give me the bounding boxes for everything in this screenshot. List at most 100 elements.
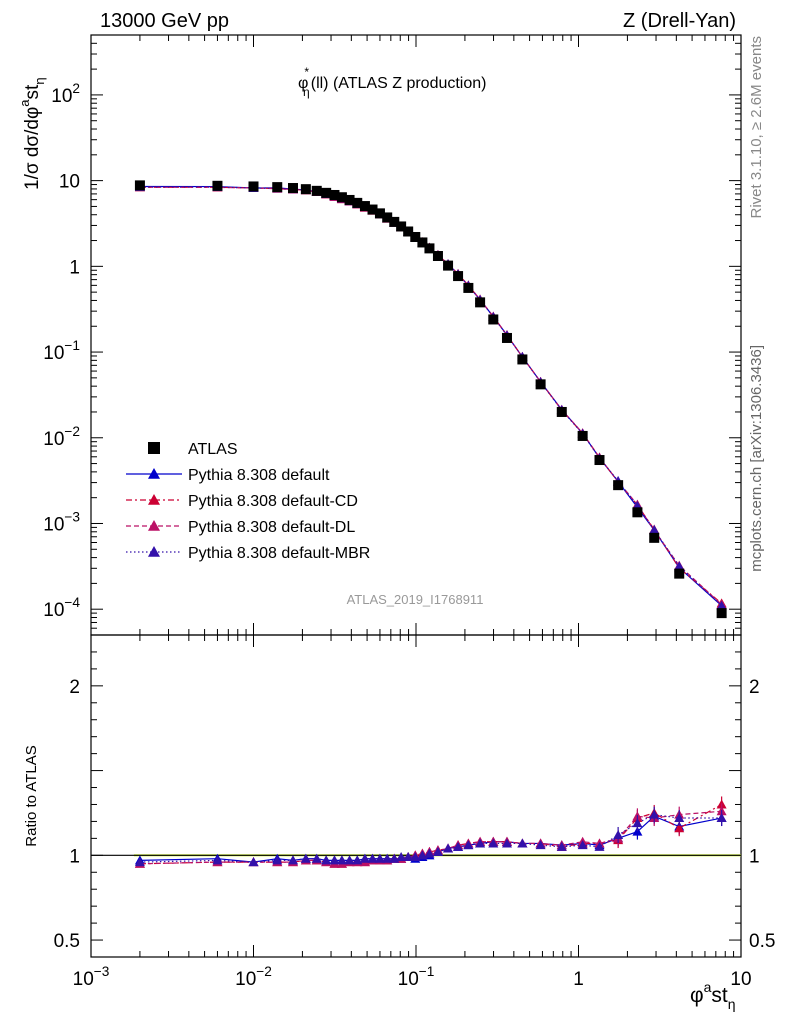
title-rest: (ll) (ATLAS Z production) [311,75,487,92]
atlas-data-point [488,314,499,325]
atlas-data-point [417,237,428,248]
ratio-marker-3 [374,853,385,863]
ratio-marker-3 [321,855,332,865]
ratio-marker-3 [432,846,443,856]
x-tick-label: 10 [730,969,751,990]
ratio-marker-3 [212,855,223,865]
ratio-marker-3 [475,838,486,848]
header-left: 13000 GeV pp [100,10,229,32]
y-tick-label: 10−3 [43,509,80,535]
ratio-marker-3 [403,852,414,862]
legend-marker-atlas [148,442,160,454]
ratio-marker-3 [488,838,499,848]
atlas-data-point [424,243,435,254]
atlas-data-point [212,180,223,191]
ratio-marker-3 [329,855,340,865]
atlas-data-point [410,231,421,242]
ratio-tick-label-right: 2 [749,677,760,698]
ratio-marker-3 [367,853,378,863]
atlas-data-point [613,480,624,491]
ratio-marker-3 [613,829,624,839]
ratio-marker-3 [649,809,660,819]
x-tick-label: 10−1 [398,964,435,990]
atlas-data-point [396,221,407,232]
x-tick-label: 1 [573,969,584,990]
ratio-tick-label-left: 1 [69,846,80,867]
atlas-data-point [300,184,311,195]
ratio-marker-3 [272,855,283,865]
atlas-data-point [389,216,400,227]
rivet-label: Rivet 3.1.10, ≥ 2.6M events [748,36,765,219]
ratio-y-axis-label: Ratio to ATLAS [23,745,40,846]
ratio-marker-3 [287,855,298,865]
atlas-data-point [649,532,660,543]
atlas-data-point [272,182,283,193]
ratio-panel-frame [90,634,742,958]
y-tick-label: 10−2 [43,424,80,450]
y-tick-label: 102 [51,81,80,107]
atlas-data-point [403,226,414,237]
ratio-marker-3 [463,840,474,850]
legend-marker-2 [148,520,160,531]
series-marker-3 [716,600,727,610]
atlas-data-point [517,354,528,365]
atlas-data-point [556,406,567,417]
atlas-data-point [501,332,512,343]
mcplots-label: mcplots.cern.ch [arXiv:1306.3436] [748,345,765,572]
atlas-data-point [367,204,378,215]
ratio-marker-3 [716,813,727,823]
atlas-data-point [432,251,443,262]
ratio-marker-3 [311,853,322,863]
atlas-data-point [716,608,727,619]
atlas-data-point [463,282,474,293]
legend-marker-0 [148,468,160,479]
x-axis-label: φastη [690,979,736,1012]
y-tick-label: 1 [69,257,80,278]
atlas-data-point [475,297,486,308]
series-line-1 [139,186,723,604]
ratio-marker-3 [300,853,311,863]
ratio-marker-3 [382,853,393,863]
atlas-data-point [453,271,464,282]
legend-label-2: Pythia 8.308 default-DL [188,519,355,536]
ratio-tick-label-right: 1 [749,846,760,867]
ratio-tick-label-left: 0.5 [54,931,80,952]
legend-label-1: Pythia 8.308 default-CD [188,493,358,510]
y-tick-label: 10−1 [43,338,80,364]
ratio-marker-3 [352,855,363,865]
ratio-marker-3 [674,813,685,823]
atlas-data-point [134,180,145,191]
ratio-marker-3 [556,841,567,851]
ratio-marker-3 [594,841,605,851]
ratio-marker-3 [535,840,546,850]
atlas-data-point [443,260,454,271]
y-axis-label: 1/σ dσ/dφastη [17,77,47,190]
legend-label-atlas: ATLAS [188,441,238,458]
title-star: * [304,65,309,79]
ratio-marker-3 [344,855,355,865]
series-marker-3 [649,524,660,534]
atlas-data-point [535,379,546,390]
legend-marker-3 [148,546,160,557]
atlas-data-point [382,212,393,223]
ratio-marker-3 [396,852,407,862]
atlas-data-point [329,189,340,200]
y-tick-label: 10 [59,172,80,193]
legend-label-0: Pythia 8.308 default [188,467,330,484]
atlas-data-point [344,194,355,205]
ratio-marker-3 [453,841,464,851]
x-tick-label: 10−3 [73,964,110,990]
atlas-data-point [594,455,605,466]
atlas-data-point [248,181,259,192]
ratio-marker-3 [248,857,259,867]
series-marker-3 [674,561,685,571]
atlas-data-point [632,507,643,518]
legend: ATLAS Pythia 8.308 default Pythia 8.308 de… [126,441,370,562]
ratio-marker-1 [674,823,685,833]
ratio-marker-3 [577,840,588,850]
ratio-marker-3 [359,853,370,863]
ratio-marker-3 [501,838,512,848]
legend-marker-1 [148,494,160,505]
atlas-data-point [374,208,385,219]
atlas-data-point [336,192,347,203]
